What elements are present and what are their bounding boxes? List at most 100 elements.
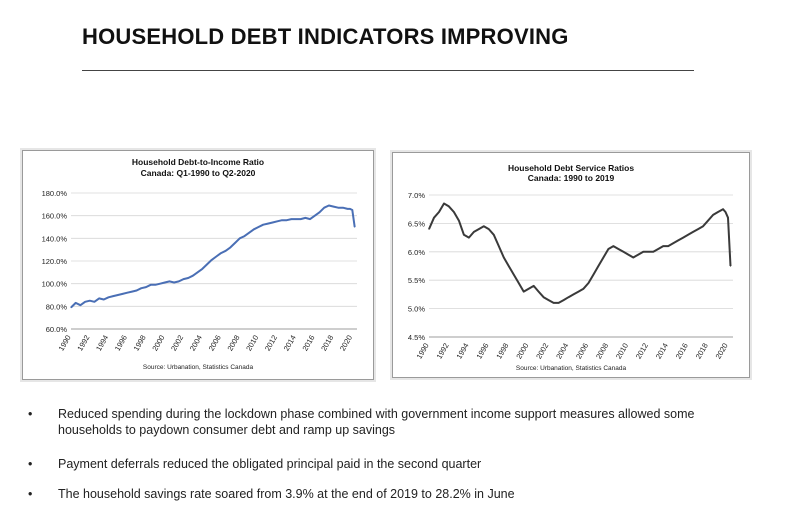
data-point [662, 245, 664, 247]
data-point [89, 300, 91, 302]
data-point [112, 295, 114, 297]
data-point [692, 231, 694, 233]
data-point [448, 205, 450, 207]
data-point [253, 228, 255, 230]
x-tick-label: 1990 [415, 342, 431, 361]
data-point [220, 252, 222, 254]
data-point [453, 211, 455, 213]
data-point [627, 254, 629, 256]
data-point [428, 228, 430, 230]
y-tick-label: 100.0% [42, 280, 68, 289]
x-tick-label: 2020 [714, 342, 730, 361]
data-point [567, 296, 570, 298]
data-point [508, 265, 510, 267]
data-point [206, 263, 208, 265]
data-point [612, 245, 614, 247]
data-point [351, 209, 353, 211]
data-point [498, 245, 500, 247]
x-tick-label: 2010 [244, 334, 260, 353]
x-tick-label: 2000 [514, 342, 530, 361]
data-point [276, 220, 278, 222]
x-tick-label: 2014 [282, 334, 298, 353]
data-point [267, 223, 269, 225]
x-tick-label: 2020 [338, 334, 354, 353]
data-point [318, 211, 321, 213]
x-tick-label: 1998 [494, 342, 510, 361]
data-point [323, 207, 325, 209]
data-point [328, 204, 330, 207]
data-point [637, 254, 639, 256]
y-tick-label: 5.5% [408, 276, 425, 285]
data-point [168, 280, 171, 282]
data-point [438, 211, 440, 213]
data-point [75, 302, 77, 304]
chart-source: Source: Urbanation, Statistics Canada [143, 364, 254, 371]
data-point [707, 219, 709, 222]
x-tick-label: 1994 [454, 342, 470, 361]
data-point [229, 246, 232, 248]
data-point [538, 290, 540, 293]
bullet-text: Payment deferrals reduced the obligated … [58, 457, 482, 471]
data-point [697, 228, 699, 230]
y-tick-label: 6.5% [408, 219, 425, 228]
x-tick-label: 1992 [435, 342, 451, 361]
data-point [647, 251, 649, 253]
bullet-marker: • [28, 457, 33, 471]
data-point [159, 283, 161, 285]
data-point [290, 218, 292, 220]
data-point [724, 211, 727, 213]
x-tick-label: 2018 [319, 334, 335, 353]
data-point [523, 290, 525, 293]
data-point [712, 214, 714, 216]
data-point [443, 202, 445, 205]
chart-subtitle: Canada: Q1-1990 to Q2-2020 [141, 168, 256, 178]
data-point [702, 225, 704, 227]
slide-title: HOUSEHOLD DEBT INDICATORS IMPROVING [82, 24, 569, 49]
y-tick-label: 5.0% [408, 305, 425, 314]
data-point [304, 217, 307, 219]
title-divider [82, 70, 694, 71]
data-point [84, 301, 86, 303]
data-point [552, 302, 555, 304]
data-point [272, 221, 274, 224]
data-point [248, 232, 250, 234]
data-point [642, 251, 644, 253]
data-point [243, 235, 246, 237]
data-point [332, 206, 335, 208]
data-point [652, 251, 654, 253]
data-point [687, 234, 689, 236]
data-point [107, 296, 110, 298]
data-point [478, 228, 480, 230]
x-tick-label: 2008 [594, 342, 610, 361]
x-tick-label: 2018 [694, 342, 710, 361]
data-point [577, 290, 580, 293]
x-tick-label: 2016 [300, 334, 316, 353]
data-point [597, 265, 600, 267]
chart-source: Source: Urbanation, Statistics Canada [516, 365, 627, 372]
series-line [70, 204, 356, 309]
data-point [722, 208, 724, 210]
data-point [587, 282, 590, 284]
data-point [607, 248, 610, 250]
bullet-text: Reduced spending during the lockdown pha… [58, 407, 695, 437]
data-point [488, 228, 490, 230]
data-point [239, 237, 241, 239]
data-point [178, 280, 180, 282]
data-point [617, 248, 619, 250]
data-point [667, 245, 669, 247]
data-point [562, 299, 565, 301]
data-point [592, 273, 595, 276]
data-point [79, 304, 81, 306]
data-point [196, 271, 199, 273]
x-tick-label: 2008 [225, 334, 241, 353]
data-point [309, 218, 311, 220]
data-point [98, 297, 100, 299]
x-tick-label: 1996 [113, 334, 129, 353]
data-point [572, 293, 575, 295]
data-point [602, 256, 605, 259]
data-point [164, 281, 166, 284]
x-tick-label: 1996 [474, 342, 490, 361]
x-tick-label: 2012 [634, 342, 650, 361]
